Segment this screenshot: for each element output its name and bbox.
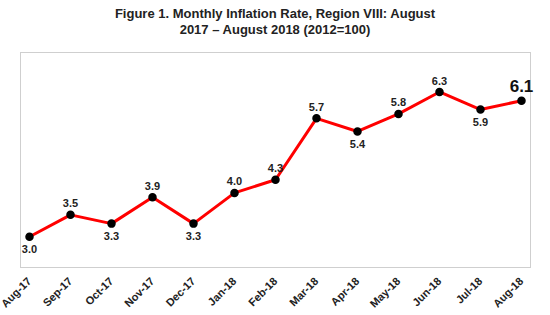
html-text:Figure 1. Monthly Inflation Ra: Figure 1. Monthly Inflation Rate, Region… xyxy=(114,6,436,37)
svg-text:4.0: 4.0 xyxy=(227,175,242,187)
svg-text:Nov-17: Nov-17 xyxy=(122,275,156,309)
svg-text:May-18: May-18 xyxy=(368,275,403,310)
svg-text:6.3: 6.3 xyxy=(432,75,447,87)
svg-text:3.9: 3.9 xyxy=(145,180,160,192)
svg-text:5.7: 5.7 xyxy=(309,101,324,113)
svg-text:Mar-18: Mar-18 xyxy=(287,275,321,309)
svg-text:3.3: 3.3 xyxy=(104,230,119,242)
svg-text:Sep-17: Sep-17 xyxy=(40,275,74,309)
svg-text:Apr-18: Apr-18 xyxy=(328,275,361,308)
svg-text:Dec-17: Dec-17 xyxy=(163,275,197,309)
svg-text:5.4: 5.4 xyxy=(350,138,366,150)
svg-text:3.3: 3.3 xyxy=(186,230,201,242)
svg-text:Feb-18: Feb-18 xyxy=(246,275,280,309)
svg-text:5.8: 5.8 xyxy=(391,96,406,108)
svg-text:Aug-18: Aug-18 xyxy=(491,275,526,310)
svg-text:Jun-18: Jun-18 xyxy=(410,275,444,309)
svg-text:Jul-18: Jul-18 xyxy=(453,275,484,306)
svg-text:Aug-17: Aug-17 xyxy=(0,275,33,310)
svg-text:Oct-17: Oct-17 xyxy=(83,275,116,308)
svg-text:Jan-18: Jan-18 xyxy=(205,275,238,308)
svg-text:6.1: 6.1 xyxy=(510,77,534,96)
svg-text:5.9: 5.9 xyxy=(473,116,488,128)
svg-text:3.0: 3.0 xyxy=(22,243,37,255)
svg-text:3.5: 3.5 xyxy=(63,197,78,209)
svg-text:4.3: 4.3 xyxy=(268,162,283,174)
